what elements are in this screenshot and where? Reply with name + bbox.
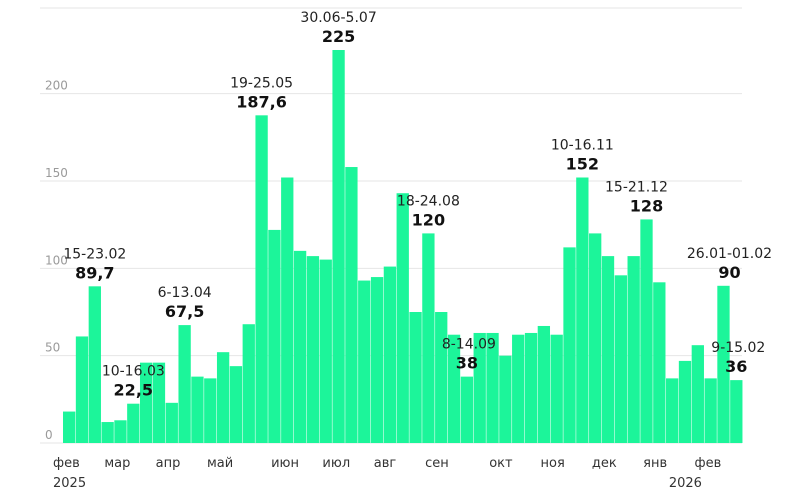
x-tick-label: июл bbox=[322, 456, 350, 471]
bar bbox=[422, 233, 435, 443]
bar bbox=[191, 376, 204, 443]
bar bbox=[63, 411, 76, 443]
y-tick-label: 100 bbox=[45, 253, 68, 267]
x-tick-label: фев bbox=[695, 456, 722, 471]
bar bbox=[242, 324, 255, 443]
bar bbox=[435, 312, 448, 443]
annotation-range: 19-25.05 bbox=[230, 75, 293, 91]
annotation-value: 22,5 bbox=[114, 381, 153, 400]
bar bbox=[383, 266, 397, 443]
bar bbox=[614, 275, 627, 443]
y-tick-label: 200 bbox=[45, 79, 68, 93]
annotation-range: 10-16.03 bbox=[102, 364, 165, 380]
annotation-value: 120 bbox=[412, 210, 445, 229]
bar bbox=[358, 280, 371, 443]
bar bbox=[306, 256, 320, 443]
annotation-value: 38 bbox=[456, 354, 478, 373]
bar bbox=[576, 177, 589, 444]
annotation-value: 128 bbox=[630, 196, 663, 215]
x-tick-label: апр bbox=[156, 456, 181, 471]
bar bbox=[589, 233, 602, 443]
bar bbox=[691, 345, 704, 443]
bar bbox=[601, 256, 615, 443]
annotation-value: 36 bbox=[725, 357, 747, 376]
x-tick-label: янв bbox=[643, 456, 667, 471]
bar bbox=[75, 336, 89, 443]
bar bbox=[281, 177, 294, 444]
bar bbox=[370, 277, 384, 443]
x-tick-label: авг bbox=[374, 456, 397, 471]
x-tick-label: окт bbox=[489, 456, 513, 471]
bar bbox=[653, 282, 666, 443]
bar bbox=[216, 352, 230, 443]
bar bbox=[678, 360, 692, 443]
bar bbox=[640, 219, 653, 443]
bar bbox=[563, 247, 576, 443]
bar bbox=[139, 362, 153, 443]
bar bbox=[550, 334, 563, 443]
bar bbox=[473, 332, 486, 443]
x-tick-label: фев bbox=[53, 456, 80, 471]
annotation-value: 67,5 bbox=[165, 302, 204, 321]
annotation-range: 30.06-5.07 bbox=[300, 10, 376, 26]
annotation-range: 8-14.09 bbox=[442, 337, 496, 353]
bar bbox=[101, 422, 114, 443]
annotation-range: 10-16.11 bbox=[551, 138, 614, 154]
bar bbox=[88, 286, 101, 443]
x-tick-label: сен bbox=[425, 456, 449, 471]
bar bbox=[178, 325, 191, 443]
annotation-range: 26.01-01.02 bbox=[687, 246, 772, 262]
bar bbox=[460, 376, 474, 443]
bar bbox=[229, 366, 243, 443]
bar bbox=[293, 250, 307, 443]
x-tick-label: дек bbox=[592, 456, 617, 471]
bar bbox=[627, 256, 640, 443]
y-tick-label: 50 bbox=[45, 341, 60, 355]
bar bbox=[666, 378, 679, 443]
bar bbox=[268, 229, 281, 443]
annotation-range: 15-21.12 bbox=[605, 179, 668, 195]
y-tick-label: 150 bbox=[45, 166, 68, 180]
year-label: 2025 bbox=[53, 476, 86, 491]
bar bbox=[396, 193, 409, 443]
annotation-value: 89,7 bbox=[75, 263, 114, 282]
bar bbox=[447, 334, 461, 443]
bar bbox=[499, 355, 512, 443]
bar bbox=[704, 378, 717, 443]
bar bbox=[204, 378, 217, 443]
bar bbox=[409, 312, 422, 443]
bar bbox=[512, 334, 525, 443]
annotation-value: 90 bbox=[718, 263, 740, 282]
bar bbox=[127, 403, 140, 443]
bar bbox=[152, 362, 166, 443]
annotation-range: 15-23.02 bbox=[63, 246, 126, 262]
bar bbox=[319, 259, 332, 443]
x-tick-label: май bbox=[207, 456, 233, 471]
annotation-value: 225 bbox=[322, 27, 355, 46]
y-tick-label: 0 bbox=[45, 428, 53, 442]
bar bbox=[114, 420, 127, 443]
annotation-value: 152 bbox=[566, 155, 599, 174]
annotation-range: 9-15.02 bbox=[711, 340, 765, 356]
annotation-value: 187,6 bbox=[236, 92, 287, 111]
year-label: 2026 bbox=[669, 476, 702, 491]
bar bbox=[730, 380, 743, 443]
x-tick-label: ноя bbox=[541, 456, 565, 471]
annotation-range: 6-13.04 bbox=[158, 285, 212, 301]
bar bbox=[524, 332, 538, 443]
bar bbox=[345, 167, 358, 443]
bar bbox=[537, 325, 551, 443]
x-tick-label: июн bbox=[271, 456, 299, 471]
bar bbox=[717, 285, 730, 443]
x-tick-label: мар bbox=[104, 456, 130, 471]
bar bbox=[486, 332, 499, 443]
annotation-range: 18-24.08 bbox=[397, 193, 460, 209]
bar bbox=[165, 402, 178, 443]
bar bbox=[332, 50, 345, 443]
bar bbox=[255, 115, 268, 444]
